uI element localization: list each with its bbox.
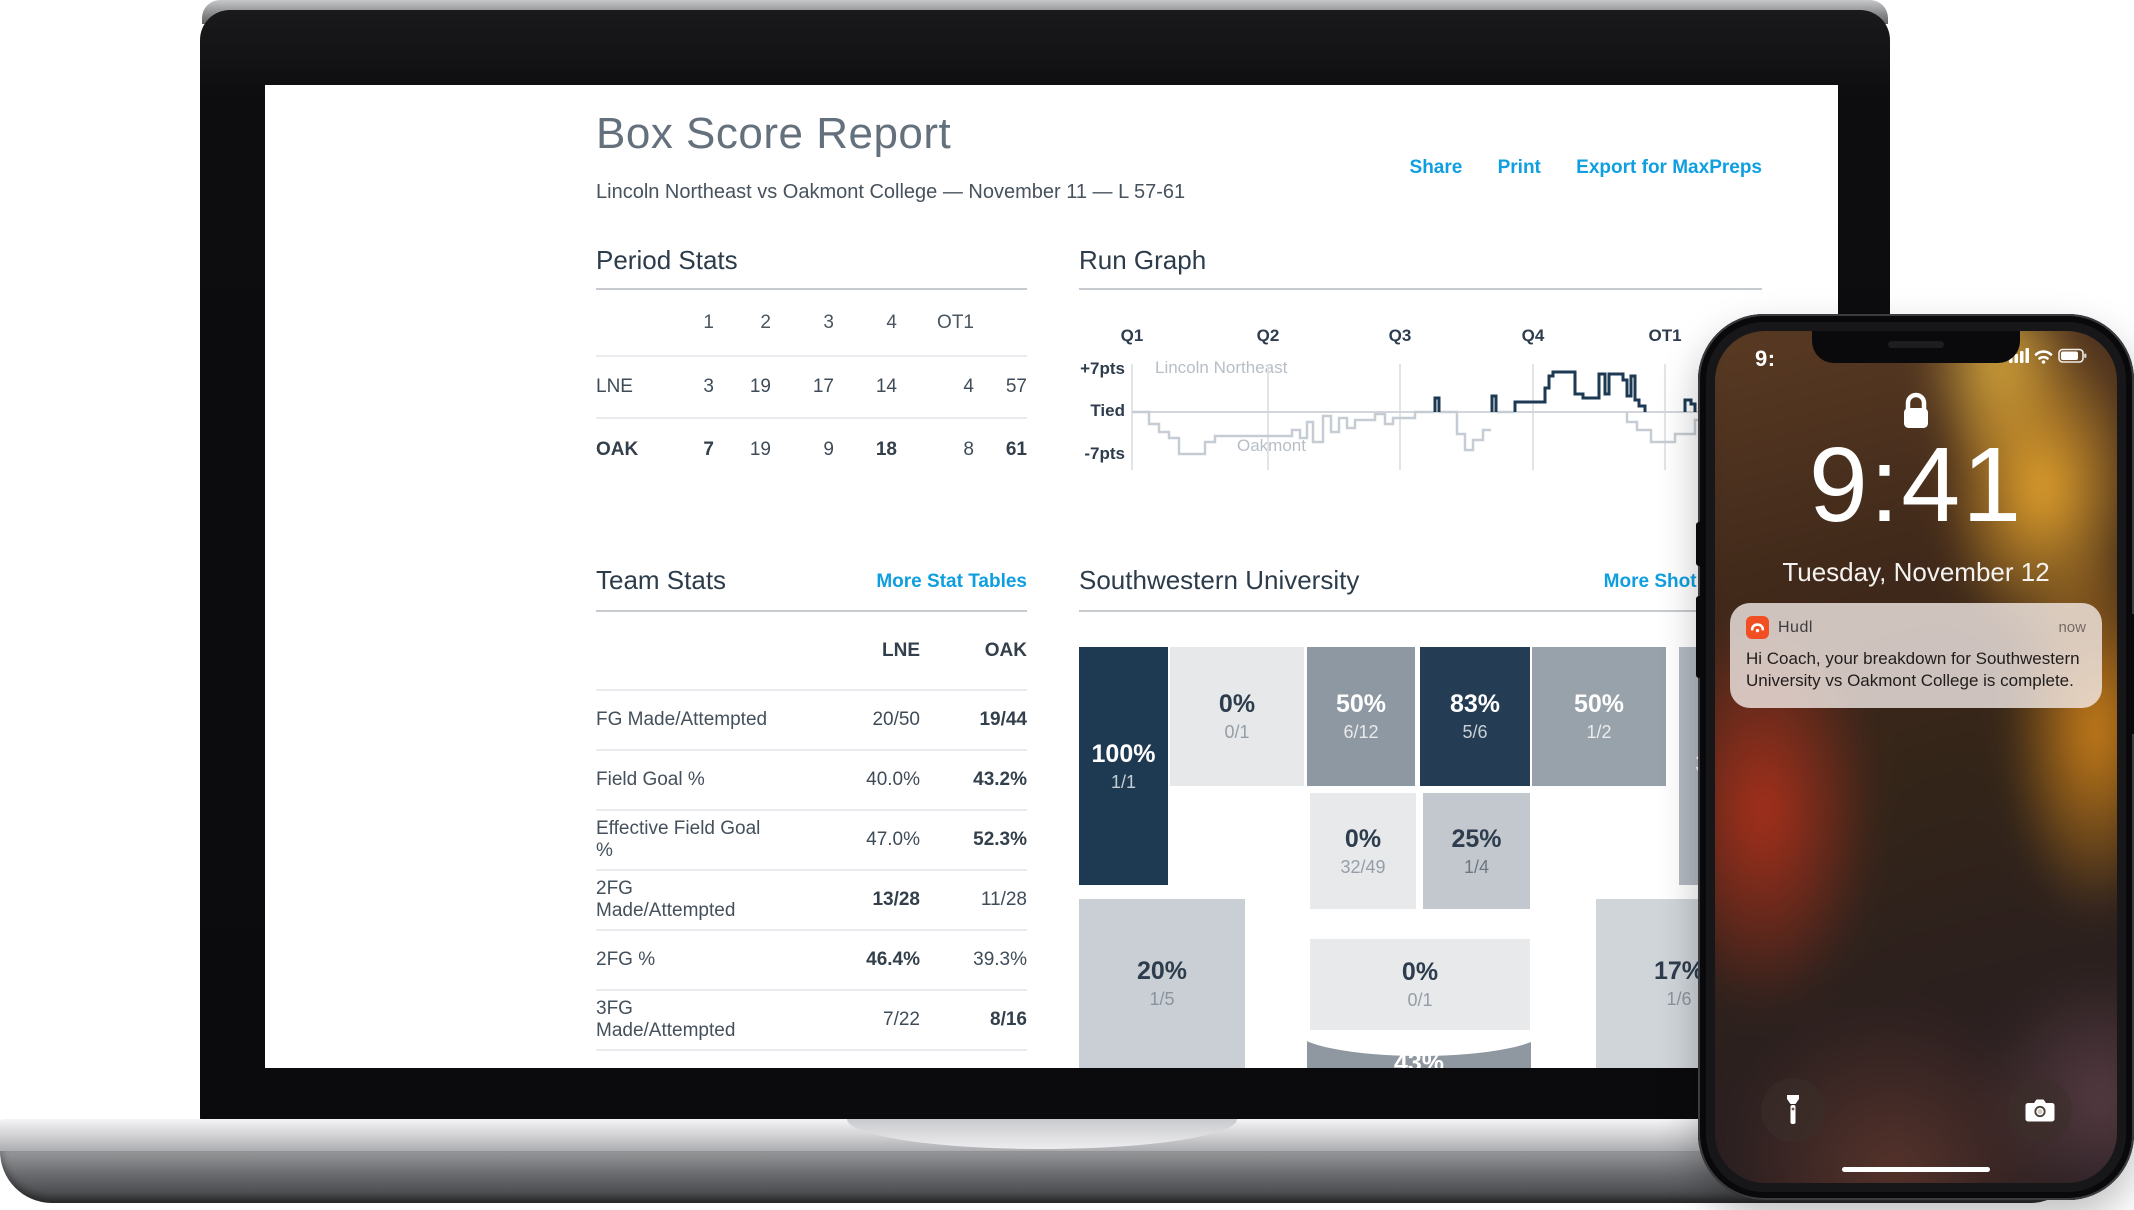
phone-volume-button [1696, 596, 1701, 678]
run-graph-heading: Run Graph [1079, 245, 1207, 275]
col-ot1: OT1 [897, 290, 974, 357]
shot-chart-heading: Southwestern University [1079, 565, 1360, 595]
run-line-lincoln [1433, 370, 1697, 412]
shot-zone-low-paint: 0% 0/1 [1310, 939, 1530, 1030]
table-row: Effective Field Goal % 47.0% 52.3% [596, 810, 1027, 871]
run-line-oakmont [1132, 410, 1739, 456]
run-graph-plot [1131, 364, 1762, 470]
phone-notch [1812, 331, 2020, 363]
lock-icon [1715, 391, 2117, 438]
notification-app-name: Hudl [1778, 618, 1813, 636]
run-graph-team-above-label: Lincoln Northeast [1155, 358, 1288, 377]
table-row: 2FG Made/Attempted 13/28 11/28 [596, 870, 1027, 931]
laptop-screen-content: Box Score Report Lincoln Northeast vs Oa… [265, 85, 1838, 1068]
export-maxpreps-link[interactable]: Export for MaxPreps [1576, 157, 1762, 178]
hudl-notification[interactable]: Hudl now Hi Coach, your breakdown for So… [1730, 603, 2102, 708]
phone-wallpaper [1715, 331, 2117, 1183]
col-q4: 4 [834, 290, 897, 357]
date: Tuesday, November 12 [1782, 557, 2050, 587]
run-graph-q3-label: Q3 [1388, 326, 1412, 345]
divider [1079, 610, 1762, 612]
col-oak: OAK [920, 612, 1027, 691]
col-lne: LNE [776, 612, 920, 691]
notification-message: Hi Coach, your breakdown for Southwester… [1746, 649, 2080, 691]
run-graph-tied-label: Tied [1090, 401, 1125, 420]
wifi-icon [2034, 350, 2053, 360]
hudl-app-icon [1746, 616, 1769, 639]
table-row: Field Goal % 40.0% 43.2% [596, 750, 1027, 811]
period-stats-table: 1 2 3 4 OT1 LNE 3 19 17 14 4 57 OAK 7 19… [596, 290, 1027, 480]
phone-mute-switch [1696, 522, 1701, 566]
shot-chart: 20% 1/5 17% 1/6 43% 100% 1/1 0% 0/1 50% … [1079, 647, 1762, 1068]
table-row-oak: OAK 7 19 9 18 8 61 [596, 438, 1027, 460]
battery-icon [2058, 348, 2087, 363]
col-q1: 1 [666, 290, 714, 357]
shot-zone-rim-label: 43% [1393, 1049, 1445, 1068]
shot-zone-right-top-3: 50% 1/2 [1532, 647, 1666, 786]
divider [596, 610, 1027, 612]
run-graph-q1-label: Q1 [1120, 326, 1144, 345]
signal-icon [2009, 348, 2029, 363]
status-bar-icons [2009, 347, 2087, 370]
shot-zone-top-key-3: 83% 5/6 [1420, 647, 1530, 786]
clock: 9:41 [1808, 426, 2024, 544]
camera-icon [2025, 1099, 2055, 1122]
shot-zone-left-baseline-mid: 20% 1/5 [1079, 899, 1245, 1068]
header-actions: Share Print Export for MaxPreps [1355, 157, 1762, 179]
shot-zone-left-top-3: 50% 6/12 [1307, 647, 1415, 786]
page-subtitle: Lincoln Northeast vs Oakmont College — N… [596, 181, 1186, 203]
notification-timestamp: now [2058, 619, 2086, 636]
camera-button[interactable] [2008, 1078, 2072, 1142]
period-stats-header-row: 1 2 3 4 OT1 [596, 290, 1027, 357]
page-title: Box Score Report [596, 109, 952, 158]
run-graph-team-below-label: Oakmont [1237, 436, 1306, 455]
table-row: 2FG % 46.4% 39.3% [596, 930, 1027, 991]
run-graph-plus7-label: +7pts [1080, 359, 1125, 378]
table-row: FG Made/Attempted 20/50 19/44 [596, 690, 1027, 751]
team-stats-table: LNE OAK FG Made/Attempted 20/50 19/44 Fi… [596, 612, 1027, 1051]
shot-zone-left-corner: 100% 1/1 [1079, 647, 1168, 885]
divider [596, 288, 1027, 290]
more-stat-tables-link[interactable]: More Stat Tables [876, 571, 1027, 592]
team-stats-header-row: LNE OAK [596, 612, 1027, 691]
print-link[interactable]: Print [1497, 157, 1541, 178]
divider [1079, 288, 1762, 290]
phone-power-button [2131, 614, 2134, 734]
run-graph-minus7-label: -7pts [1084, 444, 1125, 463]
period-stats-heading: Period Stats [596, 245, 738, 275]
flashlight-icon [1787, 1095, 1799, 1124]
run-graph-q4-label: Q4 [1521, 326, 1545, 345]
phone-lock-screen: 9: [1715, 331, 2117, 1183]
phone-speaker [1888, 341, 1944, 348]
phone: 9: [1696, 314, 2134, 1200]
share-link[interactable]: Share [1409, 157, 1463, 178]
table-row: 3FG Made/Attempted 7/22 8/16 [596, 990, 1027, 1051]
home-indicator[interactable] [1842, 1167, 1990, 1172]
run-graph-q2-label: Q2 [1256, 326, 1280, 345]
run-graph-ot1-label: OT1 [1648, 326, 1682, 345]
col-q3: 3 [771, 290, 834, 357]
table-row-lne: LNE 3 19 17 14 4 57 [596, 356, 1027, 419]
team-stats-heading: Team Stats [596, 565, 727, 595]
status-bar-time: 9: [1755, 346, 1776, 371]
col-q2: 2 [714, 290, 771, 357]
shot-zone-left-wing-3: 0% 0/1 [1170, 647, 1304, 786]
flashlight-button[interactable] [1761, 1078, 1825, 1142]
shot-zone-high-paint: 0% 32/49 [1310, 793, 1416, 909]
shot-zone-right-elbow-mid: 25% 1/4 [1423, 793, 1530, 909]
